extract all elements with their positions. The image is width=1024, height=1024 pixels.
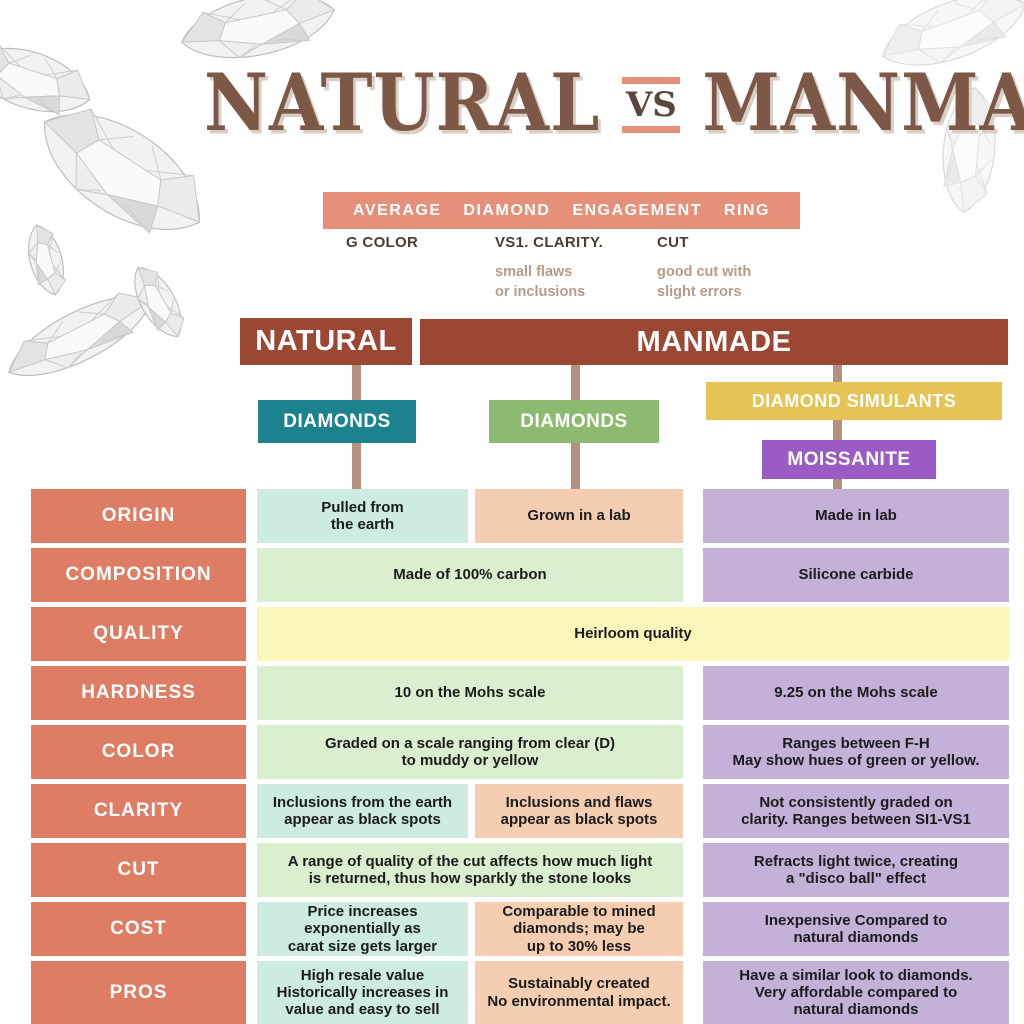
row-label-clarity: CLARITY <box>31 784 246 838</box>
average-ring-banner: AVERAGE DIAMOND ENGAGEMENT RING <box>323 192 800 229</box>
vs-rule-bottom <box>622 126 681 133</box>
cell-cost-natural: Price increases exponentially as carat s… <box>257 902 468 956</box>
table-row-hardness: HARDNESS 10 on the Mohs scale 9.25 on th… <box>31 666 1009 720</box>
manmade-header-bar: MANMADE <box>420 319 1008 365</box>
connector-stem-manmade-right <box>833 364 842 490</box>
spec-clarity-sub: small flaws or inclusions <box>495 264 586 301</box>
spec-cut-label: CUT <box>657 234 689 251</box>
spec-clarity: VS1. CLARITY. small flaws or inclusions <box>495 234 657 303</box>
cell-color-diamonds: Graded on a scale ranging from clear (D)… <box>257 725 683 779</box>
spec-color-label: G COLOR <box>346 234 419 251</box>
moissanite-box: MOISSANITE <box>762 440 936 479</box>
page-title: NATURAL VS MANMADE <box>204 64 1024 142</box>
row-label-quality: QUALITY <box>31 607 246 661</box>
spec-cut: CUT good cut with slight errors <box>657 234 827 303</box>
table-row-composition: COMPOSITION Made of 100% carbon Silicone… <box>31 548 1009 602</box>
vs-rule-top <box>622 77 681 84</box>
vs-badge: VS <box>622 77 681 133</box>
row-label-composition: COMPOSITION <box>31 548 246 602</box>
row-label-color: COLOR <box>31 725 246 779</box>
natural-diamonds-box: DIAMONDS <box>258 400 416 443</box>
natural-header-bar: NATURAL <box>240 318 412 365</box>
cell-cost-labgrown: Comparable to mined diamonds; may be up … <box>475 902 683 956</box>
table-row-pros: PROS High resale value Historically incr… <box>31 961 1009 1024</box>
table-row-quality: QUALITY Heirloom quality <box>31 607 1009 661</box>
row-label-origin: ORIGIN <box>31 489 246 543</box>
cell-cut-diamonds: A range of quality of the cut affects ho… <box>257 843 683 897</box>
comparison-table: ORIGIN Pulled from the earth Grown in a … <box>31 489 1009 1024</box>
row-label-cut: CUT <box>31 843 246 897</box>
table-row-cost: COST Price increases exponentially as ca… <box>31 902 1009 956</box>
cell-cut-moissanite: Refracts light twice, creating a "disco … <box>703 843 1009 897</box>
row-label-cost: COST <box>31 902 246 956</box>
table-row-color: COLOR Graded on a scale ranging from cle… <box>31 725 1009 779</box>
cell-hardness-moissanite: 9.25 on the Mohs scale <box>703 666 1009 720</box>
table-row-cut: CUT A range of quality of the cut affect… <box>31 843 1009 897</box>
average-ring-specs: G COLOR VS1. CLARITY. small flaws or inc… <box>346 234 827 303</box>
row-label-hardness: HARDNESS <box>31 666 246 720</box>
spec-clarity-label: VS1. CLARITY. <box>495 234 604 251</box>
cell-color-moissanite: Ranges between F-H May show hues of gree… <box>703 725 1009 779</box>
diamond-simulants-box: DIAMOND SIMULANTS <box>706 382 1002 420</box>
cell-quality-all: Heirloom quality <box>257 607 1009 661</box>
manmade-diamonds-box: DIAMONDS <box>489 400 659 443</box>
spec-cut-sub: good cut with slight errors <box>657 264 752 301</box>
cell-composition-diamonds: Made of 100% carbon <box>257 548 683 602</box>
table-row-clarity: CLARITY Inclusions from the earth appear… <box>31 784 1009 838</box>
cell-origin-natural: Pulled from the earth <box>257 489 468 543</box>
cell-hardness-diamonds: 10 on the Mohs scale <box>257 666 683 720</box>
row-label-pros: PROS <box>31 961 246 1024</box>
cell-origin-labgrown: Grown in a lab <box>475 489 683 543</box>
table-row-origin: ORIGIN Pulled from the earth Grown in a … <box>31 489 1009 543</box>
cell-clarity-labgrown: Inclusions and flaws appear as black spo… <box>475 784 683 838</box>
title-manmade: MANMADE <box>702 56 1024 150</box>
cell-pros-moissanite: Have a similar look to diamonds. Very af… <box>703 961 1009 1024</box>
cell-clarity-moissanite: Not consistently graded on clarity. Rang… <box>703 784 1009 838</box>
title-natural: NATURAL <box>204 56 601 150</box>
cell-cost-moissanite: Inexpensive Compared to natural diamonds <box>703 902 1009 956</box>
cell-composition-moissanite: Silicone carbide <box>703 548 1009 602</box>
vs-label: VS <box>625 85 677 125</box>
spec-color: G COLOR <box>346 234 495 303</box>
cell-origin-moissanite: Made in lab <box>703 489 1009 543</box>
cell-pros-natural: High resale value Historically increases… <box>257 961 468 1024</box>
cell-pros-labgrown: Sustainably created No environmental imp… <box>475 961 683 1024</box>
cell-clarity-natural: Inclusions from the earth appear as blac… <box>257 784 468 838</box>
